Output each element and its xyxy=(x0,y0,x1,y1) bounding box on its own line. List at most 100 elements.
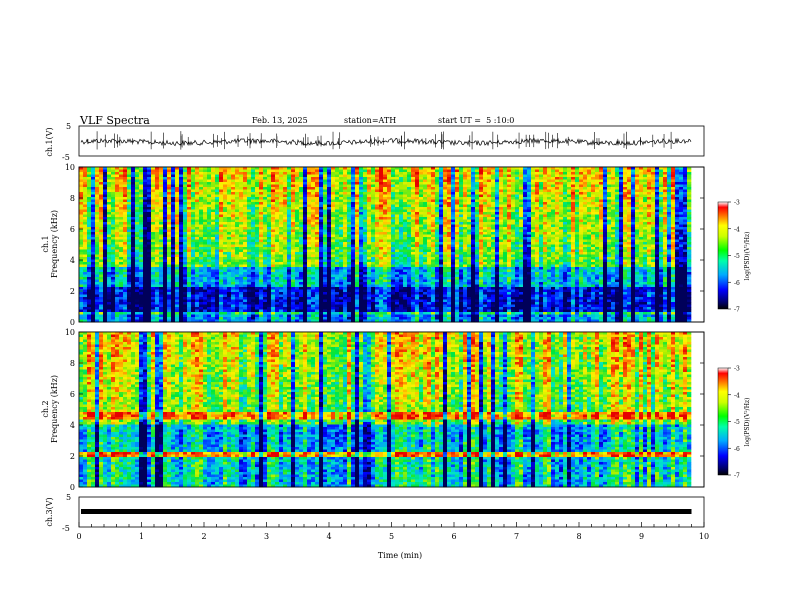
spectrogram-cell xyxy=(643,184,648,188)
spectrogram-cell xyxy=(423,202,428,205)
spectrogram-cell xyxy=(407,219,412,223)
spectrogram-cell xyxy=(671,219,676,223)
spectrogram-cell xyxy=(255,227,260,230)
spectrogram-cell xyxy=(659,172,664,175)
spectrogram-cell xyxy=(107,239,112,243)
spectrogram-cell xyxy=(487,229,492,233)
spectrogram-cell xyxy=(679,182,684,185)
spectrogram-cell xyxy=(527,197,532,200)
spectrogram-cell xyxy=(139,169,144,173)
spectrogram-cell xyxy=(135,177,140,180)
spectrogram-cell xyxy=(647,184,652,188)
spectrogram-cell xyxy=(675,192,680,195)
spectrogram-cell xyxy=(403,217,408,220)
spectrogram-cell xyxy=(631,242,636,245)
spectrogram-cell xyxy=(447,169,452,173)
spectrogram-cell xyxy=(531,239,536,243)
spectrogram-cell xyxy=(279,192,284,195)
spectrogram-cell xyxy=(519,222,524,225)
spectrogram-cell xyxy=(463,182,468,185)
spectrogram-cell xyxy=(679,197,684,200)
spectrogram-cell xyxy=(667,177,672,180)
spectrogram-cell xyxy=(183,219,188,223)
spectrogram-cell xyxy=(231,202,236,205)
spectrogram-cell xyxy=(219,219,224,223)
spectrogram-cell xyxy=(371,237,376,240)
spectrogram-cell xyxy=(499,199,504,203)
spectrogram-cell xyxy=(251,169,256,173)
spectrogram-cell xyxy=(519,239,524,243)
spectrogram-cell xyxy=(579,202,584,205)
spectrogram-cell xyxy=(303,179,308,183)
spectrogram-cell xyxy=(255,172,260,175)
spectrogram-cell xyxy=(583,187,588,190)
spectrogram-cell xyxy=(411,184,416,188)
spectrogram-cell xyxy=(347,192,352,195)
spectrogram-cell xyxy=(415,244,420,248)
spectrogram-cell xyxy=(511,209,516,213)
spectrogram-cell xyxy=(403,189,408,193)
spectrogram-cell xyxy=(599,182,604,185)
spectrogram-cell xyxy=(495,179,500,183)
spectrogram-cell xyxy=(371,234,376,238)
spectrogram-cell xyxy=(503,189,508,193)
spectrogram-cell xyxy=(291,242,296,245)
spectrogram-cell xyxy=(679,239,684,243)
spectrogram-cell xyxy=(635,212,640,215)
spectrogram-cell xyxy=(515,187,520,190)
spectrogram-cell xyxy=(603,197,608,200)
spectrogram-cell xyxy=(431,217,436,220)
spectrogram-cell xyxy=(467,202,472,205)
spectrogram-cell xyxy=(119,194,124,198)
spectrogram-cell xyxy=(191,219,196,223)
spectrogram-cell xyxy=(479,192,484,195)
spectrogram-cell xyxy=(611,217,616,220)
spectrogram-cell xyxy=(435,207,440,210)
spectrogram-cell xyxy=(523,224,528,228)
spectrogram-cell xyxy=(671,234,676,238)
spectrogram-cell xyxy=(171,179,176,183)
spectrogram-cell xyxy=(459,237,464,240)
spectrogram-cell xyxy=(283,172,288,175)
spectrogram-cell xyxy=(675,187,680,190)
spectrogram-cell xyxy=(583,232,588,235)
spectrogram-cell xyxy=(459,227,464,230)
spectrogram-cell xyxy=(79,242,84,245)
spectrogram-cell xyxy=(339,224,344,228)
spectrogram-cell xyxy=(127,239,132,243)
spectrogram-cell xyxy=(487,192,492,195)
spectrogram-cell xyxy=(167,232,172,235)
spectrogram-cell xyxy=(615,177,620,180)
spectrogram-cell xyxy=(131,194,136,198)
spectrogram-cell xyxy=(519,234,524,238)
spectrogram-cell xyxy=(283,222,288,225)
spectrogram-cell xyxy=(687,199,692,203)
spectrogram-cell xyxy=(303,209,308,213)
spectrogram-cell xyxy=(655,184,660,188)
spectrogram-cell xyxy=(115,239,120,243)
spectrogram-cell xyxy=(235,214,240,218)
spectrogram-cell xyxy=(519,197,524,200)
spectrogram-cell xyxy=(215,239,220,243)
spectrogram-cell xyxy=(475,209,480,213)
spectrogram-cell xyxy=(531,232,536,235)
spectrogram-cell xyxy=(131,237,136,240)
spectrogram-cell xyxy=(139,234,144,238)
spectrogram-cell xyxy=(115,247,120,250)
spectrogram-cell xyxy=(583,189,588,193)
spectrogram-cell xyxy=(587,244,592,248)
spectrogram-cell xyxy=(571,222,576,225)
spectrogram-cell xyxy=(95,219,100,223)
spectrogram-cell xyxy=(231,207,236,210)
spectrogram-cell xyxy=(259,189,264,193)
spectrogram-cell xyxy=(403,242,408,245)
spectrogram-cell xyxy=(267,222,272,225)
spectrogram-cell xyxy=(175,172,180,175)
spectrogram-cell xyxy=(503,224,508,228)
spectrogram-cell xyxy=(339,207,344,210)
spectrogram-cell xyxy=(91,229,96,233)
spectrogram-cell xyxy=(455,219,460,223)
spectrogram-cell xyxy=(419,182,424,185)
spectrogram-cell xyxy=(439,182,444,185)
spectrogram-cell xyxy=(111,197,116,200)
